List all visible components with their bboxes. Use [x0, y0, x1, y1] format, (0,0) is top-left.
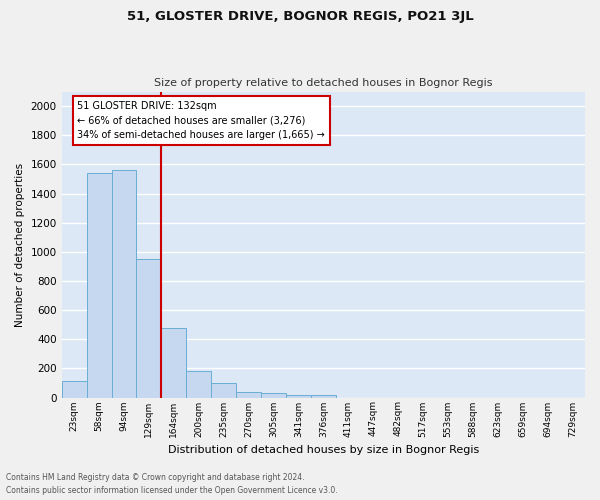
X-axis label: Distribution of detached houses by size in Bognor Regis: Distribution of detached houses by size … — [168, 445, 479, 455]
Bar — [211, 383, 236, 398]
Bar — [86, 173, 112, 398]
Bar — [236, 392, 261, 398]
Text: 51, GLOSTER DRIVE, BOGNOR REGIS, PO21 3JL: 51, GLOSTER DRIVE, BOGNOR REGIS, PO21 3J… — [127, 10, 473, 23]
Y-axis label: Number of detached properties: Number of detached properties — [15, 162, 25, 326]
Bar — [62, 382, 86, 398]
Bar — [286, 395, 311, 398]
Text: 51 GLOSTER DRIVE: 132sqm
← 66% of detached houses are smaller (3,276)
34% of sem: 51 GLOSTER DRIVE: 132sqm ← 66% of detach… — [77, 100, 325, 140]
Bar — [161, 328, 186, 398]
Bar — [112, 170, 136, 398]
Bar — [311, 395, 336, 398]
Title: Size of property relative to detached houses in Bognor Regis: Size of property relative to detached ho… — [154, 78, 493, 88]
Bar — [261, 394, 286, 398]
Text: Contains HM Land Registry data © Crown copyright and database right 2024.
Contai: Contains HM Land Registry data © Crown c… — [6, 474, 338, 495]
Bar — [136, 259, 161, 398]
Bar — [186, 372, 211, 398]
